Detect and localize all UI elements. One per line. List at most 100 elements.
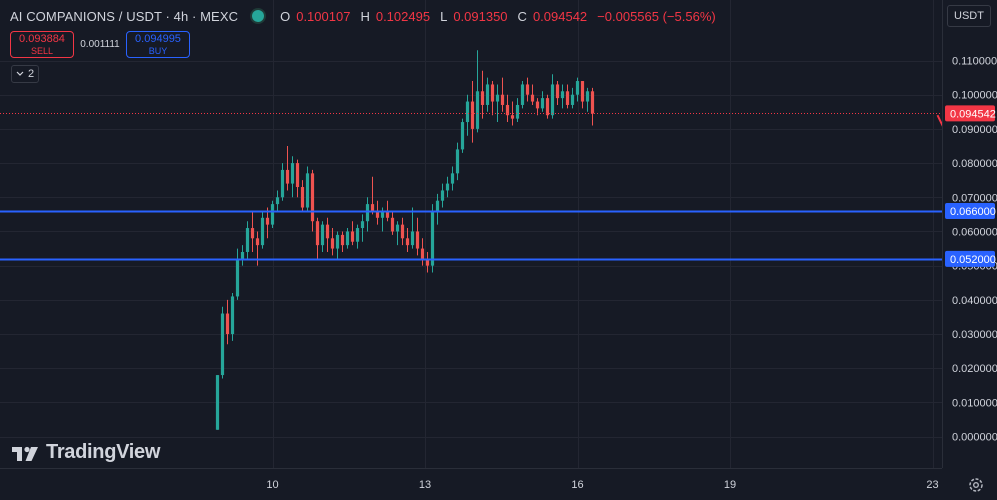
candle-body	[265, 217, 270, 225]
candle-body	[545, 98, 550, 116]
buy-button[interactable]: 0.094995 BUY	[126, 31, 190, 58]
candle-body	[510, 115, 515, 119]
sell-button[interactable]: 0.093884 SELL	[10, 31, 74, 58]
candle	[535, 98, 540, 116]
candle	[305, 166, 310, 211]
candle-body	[450, 173, 455, 184]
time-tick-label: 23	[926, 479, 938, 491]
candle-body	[525, 84, 530, 95]
candle	[370, 176, 375, 215]
candle-body	[575, 81, 580, 95]
candle	[460, 118, 465, 153]
candle-body	[560, 91, 565, 99]
gear-icon[interactable]	[967, 476, 985, 494]
candle	[450, 166, 455, 191]
currency-selector[interactable]: USDT	[947, 5, 991, 27]
candle	[330, 228, 335, 256]
candle-body	[580, 81, 585, 102]
candle	[255, 231, 260, 266]
candle-body	[255, 238, 260, 246]
candle-body	[380, 210, 385, 218]
ohlc-low-key: L	[440, 8, 448, 24]
candle	[270, 200, 275, 229]
candle	[575, 77, 580, 102]
candle	[335, 231, 340, 259]
spread-value: 0.001111	[80, 39, 120, 50]
ohlc-high-key: H	[360, 8, 370, 24]
candle-body	[350, 231, 355, 242]
price-tick-label: 0.010000	[952, 397, 997, 409]
candle-body	[275, 197, 280, 205]
candle-body	[360, 221, 365, 229]
tradingview-logo[interactable]: TradingView	[12, 441, 160, 464]
candle	[390, 210, 395, 235]
candle-body	[465, 101, 470, 123]
market-status-icon	[252, 10, 265, 22]
candle-body	[425, 258, 430, 266]
last-price-tag-background	[945, 105, 995, 122]
candle-body	[530, 94, 535, 102]
candle	[570, 87, 575, 109]
candle-body	[260, 217, 265, 246]
candle-body	[565, 91, 570, 105]
chevron-down-icon	[16, 71, 24, 76]
candle	[275, 190, 280, 211]
candle	[590, 87, 595, 126]
candle-body	[330, 238, 335, 249]
candle-body	[535, 101, 540, 109]
candle-body	[295, 163, 300, 188]
candle	[240, 245, 245, 266]
candle	[525, 77, 530, 102]
candle-body	[245, 228, 250, 252]
candle-body	[400, 224, 405, 239]
candle	[440, 183, 445, 208]
candle-body	[395, 224, 400, 232]
level-price-tag: 0.052000	[945, 250, 996, 267]
candle	[510, 101, 515, 126]
candle	[480, 70, 485, 119]
candle	[495, 84, 500, 123]
tradingview-logo-icon	[12, 446, 38, 461]
candle	[420, 238, 425, 266]
candle-body	[280, 169, 285, 198]
candle	[360, 214, 365, 242]
ohlc-close-key: C	[517, 8, 527, 24]
candle	[425, 251, 430, 273]
price-tick-label: 0.020000	[952, 363, 997, 375]
candle	[350, 221, 355, 246]
indicators-toggle-button[interactable]: 2	[11, 65, 39, 83]
ohlc-close-value: 0.094542	[532, 8, 588, 24]
candle-body	[410, 231, 415, 246]
candle	[550, 74, 555, 119]
candle	[280, 163, 285, 201]
price-tick-label: 0.090000	[952, 124, 997, 136]
currency-label: USDT	[954, 10, 984, 22]
candle	[485, 77, 490, 112]
candle-body	[445, 183, 450, 191]
candle-body	[470, 101, 475, 129]
candle-body	[250, 228, 255, 239]
candle-body	[480, 91, 485, 105]
candle-body	[460, 122, 465, 150]
sell-label: SELL	[30, 45, 54, 56]
candle	[565, 84, 570, 109]
candle	[580, 81, 585, 109]
symbol-title[interactable]: AI COMPANIONS / USDT · 4h · MEXC	[10, 8, 239, 24]
candle-body	[365, 204, 370, 222]
candle	[260, 210, 265, 249]
indicators-count: 2	[27, 68, 35, 80]
time-tick-label: 10	[266, 479, 278, 491]
ohlc-high-value: 0.102495	[375, 8, 431, 24]
ohlc-open-value: 0.100107	[296, 8, 351, 24]
time-axis[interactable]: 101316192326Oct4	[0, 468, 997, 492]
candle	[555, 81, 560, 105]
candle	[545, 94, 550, 119]
level-price-tag-label: 0.066000	[950, 206, 996, 218]
price-axis[interactable]: 0.110000 0.100000 0.090000 0.080000 0.070000…	[942, 0, 997, 500]
candle	[300, 180, 305, 211]
candle	[340, 231, 345, 252]
candle	[435, 193, 440, 225]
horizontal-levels[interactable]	[0, 210, 942, 261]
candle-body	[390, 217, 395, 232]
